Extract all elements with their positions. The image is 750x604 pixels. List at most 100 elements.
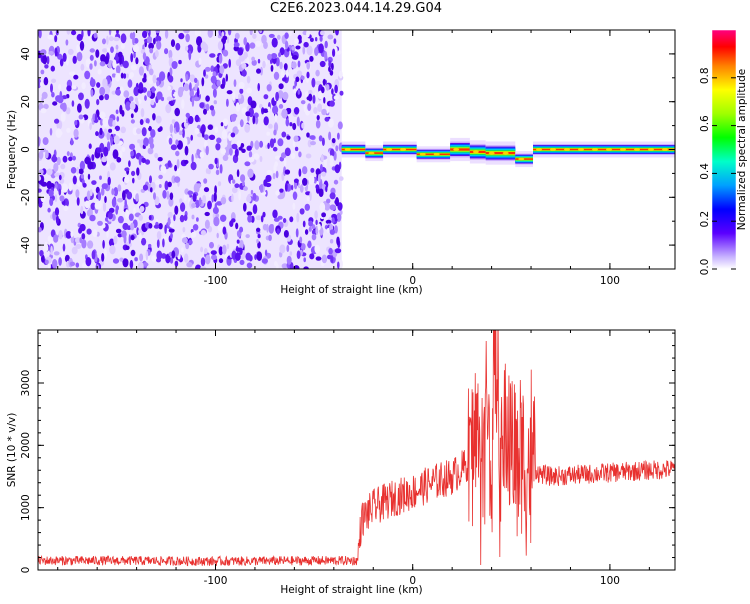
noise-speckle: [77, 34, 83, 41]
noise-speckle: [99, 128, 102, 135]
noise-speckle: [96, 264, 99, 272]
noise-speckle: [319, 135, 323, 141]
noise-speckle: [99, 95, 104, 100]
noise-speckle: [274, 72, 279, 80]
noise-speckle: [95, 49, 99, 58]
noise-speckle: [273, 173, 276, 179]
noise-speckle: [281, 132, 286, 138]
noise-speckle: [325, 117, 330, 122]
noise-speckle: [331, 63, 334, 70]
noise-speckle: [201, 42, 207, 50]
noise-speckle: [151, 86, 155, 93]
x-axis-label: Height of straight line (km): [280, 284, 422, 296]
noise-speckle: [168, 217, 171, 226]
noise-speckle: [257, 251, 263, 261]
noise-speckle: [235, 148, 239, 157]
noise-speckle: [302, 178, 307, 186]
noise-speckle: [60, 164, 65, 169]
noise-speckle: [332, 217, 335, 223]
noise-speckle: [191, 232, 196, 238]
noise-speckle: [158, 157, 163, 161]
noise-speckle: [153, 75, 157, 84]
noise-speckle: [98, 191, 101, 201]
noise-speckle: [296, 213, 299, 223]
noise-speckle: [123, 61, 129, 69]
noise-speckle: [151, 100, 155, 106]
noise-speckle: [284, 63, 288, 70]
noise-speckle: [234, 42, 240, 47]
noise-speckle: [193, 97, 199, 101]
noise-speckle: [235, 223, 238, 230]
noise-speckle: [113, 236, 117, 245]
noise-speckle: [91, 154, 94, 161]
noise-speckle: [186, 262, 192, 267]
noise-speckle: [266, 132, 270, 136]
noise-speckle: [208, 125, 213, 130]
noise-speckle: [139, 66, 144, 75]
noise-speckle: [337, 213, 341, 220]
noise-speckle: [169, 138, 173, 145]
noise-speckle: [199, 197, 202, 205]
noise-speckle: [162, 190, 166, 199]
noise-speckle: [87, 240, 93, 248]
noise-speckle: [89, 215, 95, 222]
noise-speckle: [267, 84, 272, 91]
noise-speckle: [58, 230, 63, 239]
noise-speckle: [63, 156, 68, 163]
noise-speckle: [239, 227, 243, 233]
noise-speckle: [215, 158, 218, 165]
noise-speckle: [179, 130, 183, 135]
noise-speckle: [256, 239, 259, 243]
noise-speckle: [324, 51, 327, 60]
noise-speckle: [48, 236, 52, 242]
noise-speckle: [211, 194, 214, 202]
noise-speckle: [110, 46, 114, 53]
noise-speckle: [90, 48, 95, 52]
y-tick-label: 3000: [20, 370, 32, 397]
ridge-segment: [470, 140, 486, 163]
noise-speckle: [299, 237, 302, 244]
noise-speckle: [321, 109, 327, 115]
noise-speckle: [245, 253, 251, 261]
noise-speckle: [330, 239, 333, 244]
noise-speckle: [330, 70, 334, 76]
noise-speckle: [330, 192, 336, 199]
noise-speckle: [318, 224, 321, 231]
noise-speckle: [66, 128, 70, 133]
noise-speckle: [232, 91, 235, 101]
noise-speckle: [185, 146, 189, 156]
noise-speckle: [326, 199, 330, 204]
noise-speckle: [141, 108, 145, 117]
noise-speckle: [36, 188, 42, 192]
noise-speckle: [318, 174, 321, 183]
noise-speckle: [289, 122, 292, 126]
noise-speckle: [314, 47, 318, 56]
noise-speckle: [170, 124, 173, 134]
noise-speckle: [152, 113, 156, 120]
noise-speckle: [81, 174, 84, 179]
noise-speckle: [55, 182, 58, 189]
noise-speckle: [297, 117, 300, 127]
noise-speckle: [107, 48, 110, 53]
noise-speckle: [146, 118, 150, 124]
noise-speckle: [222, 245, 227, 255]
noise-speckle: [85, 99, 90, 109]
noise-speckle: [184, 253, 188, 262]
noise-speckle: [139, 206, 144, 212]
noise-speckle: [100, 54, 106, 62]
noise-speckle: [275, 190, 279, 195]
y-tick-label: -40: [20, 237, 32, 254]
noise-speckle: [301, 123, 304, 129]
noise-speckle: [228, 26, 231, 35]
ridge-segment: [486, 141, 516, 164]
noise-speckle: [266, 224, 268, 233]
noise-speckle: [234, 183, 239, 188]
noise-speckle: [268, 235, 272, 241]
noise-speckle: [129, 96, 134, 101]
noise-speckle: [231, 133, 236, 138]
noise-speckle: [281, 109, 287, 119]
noise-speckle: [247, 169, 253, 178]
noise-speckle: [89, 143, 92, 149]
noise-speckle: [231, 114, 237, 118]
noise-speckle: [72, 100, 75, 107]
